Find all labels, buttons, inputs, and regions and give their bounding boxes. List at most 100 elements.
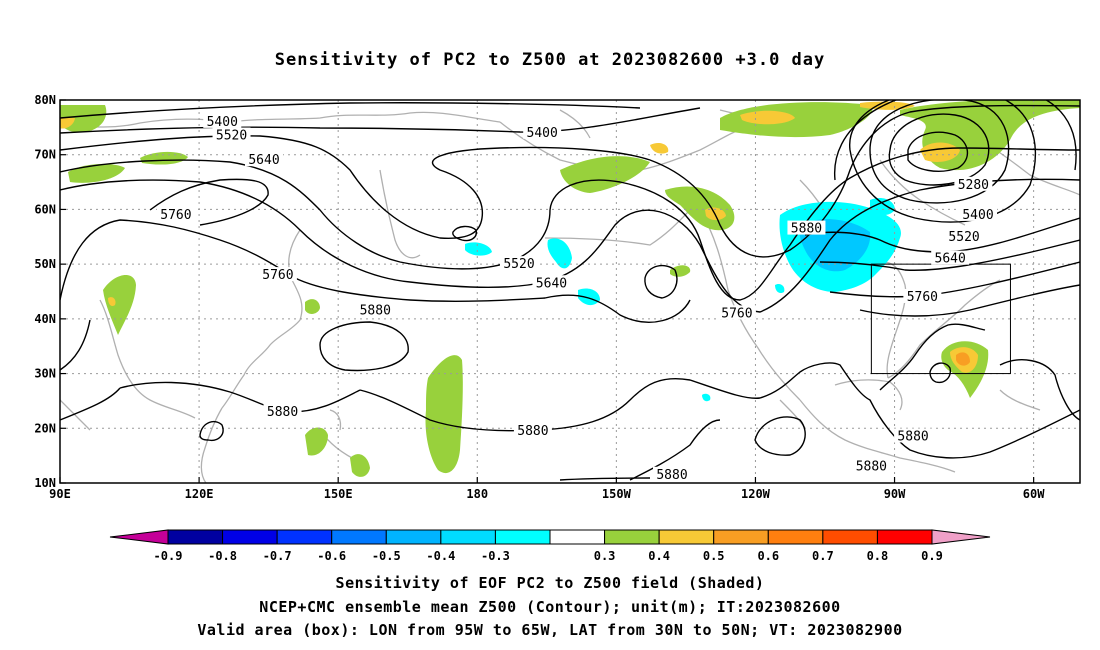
contour-label-bg [245, 152, 283, 167]
shade-green-philippine [305, 427, 328, 456]
colorbar-label: 0.4 [648, 549, 670, 563]
contour-label: 5520 [503, 257, 534, 272]
lon-tick-label: 120E [185, 487, 214, 501]
contour-label: 5760 [262, 268, 293, 283]
shade-green-hawaii-ish [670, 265, 691, 277]
map-frame [59, 99, 1081, 484]
contour-label-bg [212, 127, 251, 142]
colorbar-box [822, 529, 878, 545]
contour-label: 5640 [935, 252, 966, 267]
colorbar-box [876, 529, 933, 545]
contour-label: 5640 [536, 276, 567, 291]
contour-label: 5760 [907, 290, 938, 305]
contour-label-bg [931, 250, 970, 265]
contour-label: 5880 [360, 304, 391, 319]
colorbar-end-left [109, 529, 169, 545]
lat-tick-label: 20N [34, 421, 56, 435]
shade-cyan-npac3 [578, 288, 600, 306]
shade-green-japan [305, 299, 320, 314]
lon-tick-label: 90E [49, 487, 71, 501]
shade-yellow-india [108, 297, 116, 307]
lon-tick-label: 180 [466, 487, 488, 501]
shade-green-siberia [68, 163, 125, 183]
contour-label-bg [523, 124, 562, 139]
colorbar-box [658, 529, 715, 545]
shade-cyan-dot1 [702, 393, 711, 402]
colorbar-box [167, 529, 224, 545]
contour-label-bg [903, 288, 942, 303]
contour-label: 5640 [248, 153, 279, 168]
lat-tick-label: 70N [34, 148, 56, 162]
colorbar-boxes [109, 529, 991, 545]
colorbar-label: -0.4 [426, 549, 455, 563]
colorbar-label: 0.6 [757, 549, 779, 563]
colorbar-box [604, 529, 660, 545]
contour-label: 5280 [958, 178, 989, 193]
contour-label-bg [258, 267, 297, 282]
colorbar-label: 0.7 [812, 549, 834, 563]
shade-cyan-ne [870, 198, 895, 216]
colorbar-box [713, 529, 769, 545]
map-title: Sensitivity of PC2 to Z500 at 2023082600… [274, 50, 826, 70]
shade-yellow-nw [60, 118, 75, 129]
footer-line-2: NCEP+CMC ensemble mean Z500 (Contour); u… [259, 598, 841, 616]
colorbar-label: -0.6 [317, 549, 346, 563]
lat-tick-label: 10N [34, 476, 56, 490]
footer-line-1: Sensitivity of EOF PC2 to Z500 field (Sh… [335, 574, 765, 592]
colorbar-box [440, 529, 496, 545]
colorbar-box [767, 529, 824, 545]
colorbar-box [222, 529, 278, 545]
colorbar-box [549, 529, 606, 545]
shade-green-northpac [560, 156, 650, 193]
colorbar-label: -0.9 [154, 549, 183, 563]
contour-label: 5880 [791, 222, 822, 237]
contour-label: 5760 [721, 306, 752, 321]
shade-yellow-canada [740, 110, 795, 125]
shade-yellow-npac [650, 142, 669, 154]
shade-green-central-pac [425, 355, 463, 474]
colorbar-end-right [931, 529, 991, 545]
colorbar-label: 0.5 [703, 549, 725, 563]
lon-tick-label: 60W [1023, 487, 1045, 501]
colorbar-label: 0.9 [921, 549, 943, 563]
z500-contours [60, 100, 1080, 481]
contour-label-bg [263, 403, 302, 418]
contour-label: 5520 [948, 230, 979, 245]
coastlines [60, 109, 1080, 483]
contour-label: 5880 [856, 460, 887, 475]
shade-green-scs [350, 454, 370, 477]
lat-tick-labels: 10N 20N 30N 40N 50N 60N 70N 80N [34, 93, 66, 490]
colorbar-box [331, 529, 387, 545]
lon-tick-label: 90W [884, 487, 906, 501]
contour-label-bg [959, 206, 997, 221]
shade-orange-atlantic [956, 352, 970, 366]
contour-label-bg [852, 458, 891, 473]
contour-label: 5400 [207, 115, 238, 130]
contour-label-bg [894, 428, 933, 443]
colorbar-box [494, 529, 551, 545]
contour-label: 5400 [962, 208, 993, 223]
contour-label-bg [500, 256, 538, 271]
contour-label-bg [203, 113, 242, 128]
shade-cyan-npac2 [547, 238, 572, 269]
contour-label-bg [653, 466, 691, 481]
lat-tick-label: 40N [34, 312, 56, 326]
contour-labels: 5400552056405400576057605520564058805760… [156, 113, 997, 483]
grid-lines [60, 100, 1080, 483]
contour-label: 5520 [216, 129, 247, 144]
contour-label: 5880 [517, 424, 548, 439]
colorbar-label: 0.3 [594, 549, 616, 563]
contour-label-bg [954, 176, 993, 191]
lon-tick-labels: 90E 120E 150E 180 150W 120W 90W 60W [49, 477, 1045, 501]
colorbar-label: -0.8 [208, 549, 237, 563]
contour-label: 5400 [527, 126, 558, 141]
lat-tick-label: 80N [34, 93, 56, 107]
colorbar-label: 0.8 [867, 549, 889, 563]
shade-cyan-dot2 [775, 283, 785, 294]
lon-tick-label: 120W [741, 487, 771, 501]
contour-label-bg [156, 206, 195, 221]
contour-label-bg [945, 228, 984, 243]
colorbar-label: -0.5 [372, 549, 401, 563]
